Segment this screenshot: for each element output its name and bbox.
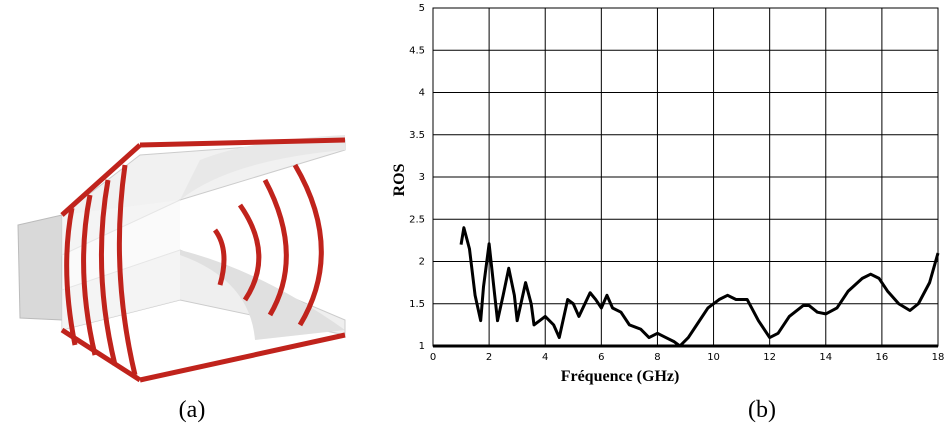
y-tick-label: 5 xyxy=(419,3,425,14)
x-tick-label: 0 xyxy=(430,352,436,363)
x-tick-label: 8 xyxy=(654,352,660,363)
y-axis-label: ROS xyxy=(391,163,408,196)
x-tick-label: 10 xyxy=(707,352,720,363)
x-axis-label: Fréquence (GHz) xyxy=(561,368,680,385)
y-tick-label: 2.5 xyxy=(409,214,425,225)
x-tick-label: 16 xyxy=(876,352,889,363)
x-tick-label: 12 xyxy=(763,352,776,363)
y-tick-label: 2 xyxy=(419,257,425,268)
y-tick-label: 4 xyxy=(419,88,425,99)
caption: (b) xyxy=(748,397,776,423)
x-tick-label: 4 xyxy=(542,352,548,363)
y-tick-label: 1 xyxy=(419,341,425,352)
data-line xyxy=(459,226,940,348)
x-tick-label: 6 xyxy=(598,352,604,363)
antenna-photo xyxy=(17,135,346,383)
x-tick-label: 2 xyxy=(486,352,492,363)
y-tick-label: 3.5 xyxy=(409,130,425,141)
y-tick-label: 4.5 xyxy=(409,45,425,56)
caption: (a) xyxy=(179,397,206,423)
y-tick-label: 3 xyxy=(419,172,425,183)
x-tick-label: 18 xyxy=(932,352,944,363)
y-tick-label: 1.5 xyxy=(409,299,425,310)
x-tick-label: 14 xyxy=(819,352,832,363)
